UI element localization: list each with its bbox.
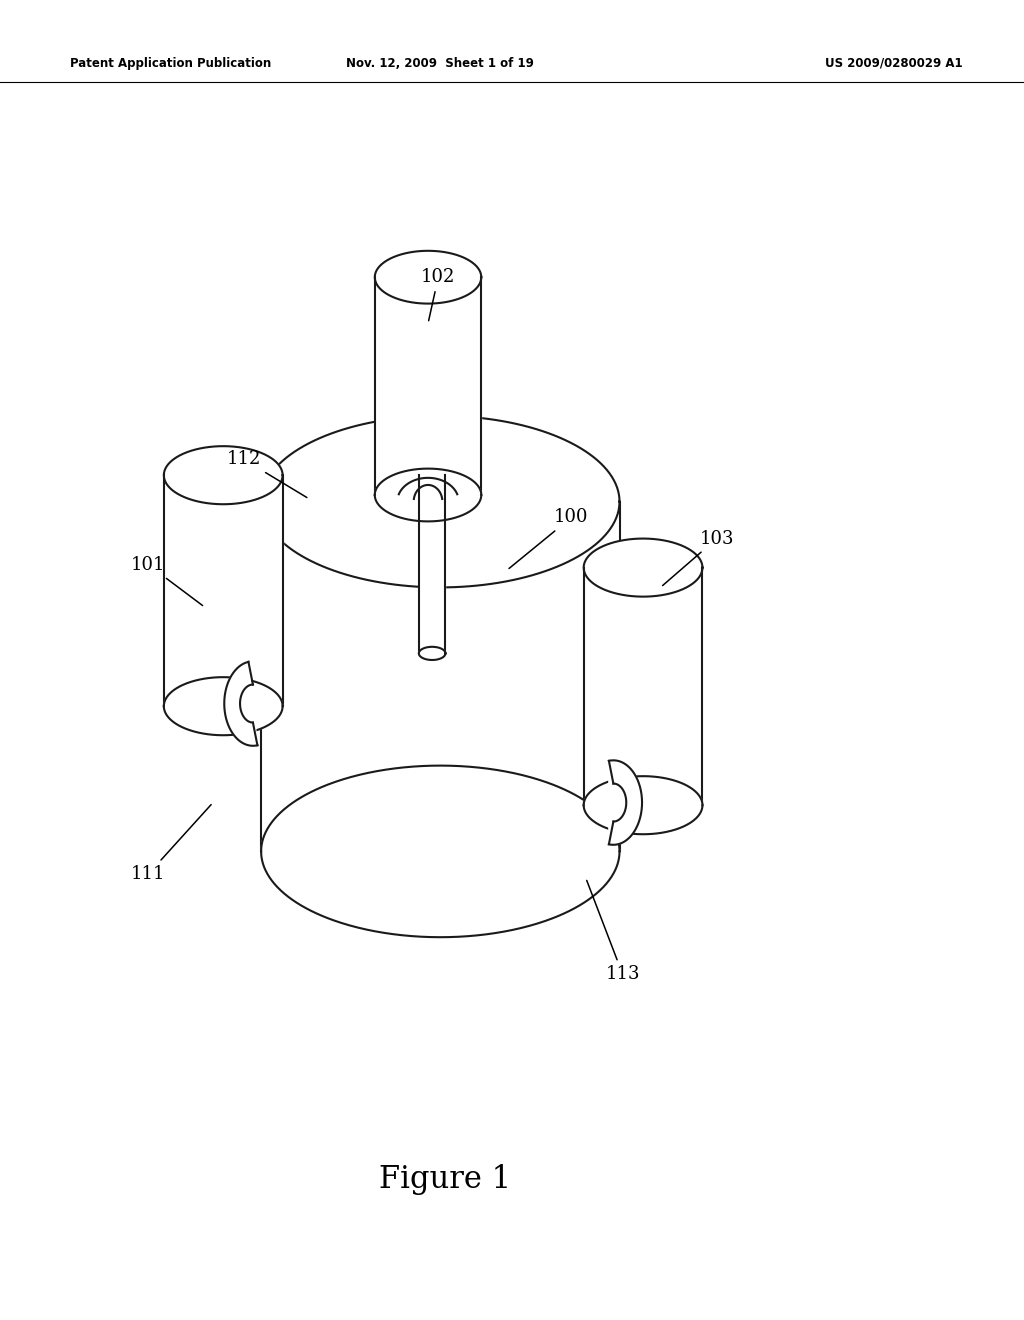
Text: 102: 102 bbox=[421, 268, 456, 321]
Text: 111: 111 bbox=[131, 805, 211, 883]
Polygon shape bbox=[164, 677, 283, 735]
Text: 103: 103 bbox=[663, 529, 734, 586]
Polygon shape bbox=[375, 277, 481, 495]
Polygon shape bbox=[164, 446, 283, 504]
Polygon shape bbox=[584, 776, 702, 834]
Polygon shape bbox=[224, 661, 257, 746]
Text: US 2009/0280029 A1: US 2009/0280029 A1 bbox=[825, 57, 963, 70]
Polygon shape bbox=[261, 502, 620, 851]
Text: 113: 113 bbox=[587, 880, 640, 983]
Text: Figure 1: Figure 1 bbox=[379, 1164, 512, 1195]
Text: 112: 112 bbox=[226, 450, 307, 498]
Text: Patent Application Publication: Patent Application Publication bbox=[70, 57, 271, 70]
Text: Nov. 12, 2009  Sheet 1 of 19: Nov. 12, 2009 Sheet 1 of 19 bbox=[346, 57, 535, 70]
Polygon shape bbox=[261, 766, 620, 937]
Polygon shape bbox=[375, 251, 481, 304]
Polygon shape bbox=[164, 475, 283, 706]
Polygon shape bbox=[609, 760, 642, 845]
Polygon shape bbox=[584, 539, 702, 597]
Polygon shape bbox=[375, 469, 481, 521]
Polygon shape bbox=[584, 568, 702, 805]
Polygon shape bbox=[419, 647, 445, 660]
Text: 100: 100 bbox=[509, 508, 589, 569]
Polygon shape bbox=[419, 475, 445, 653]
Polygon shape bbox=[261, 416, 620, 587]
Text: 101: 101 bbox=[131, 556, 203, 606]
